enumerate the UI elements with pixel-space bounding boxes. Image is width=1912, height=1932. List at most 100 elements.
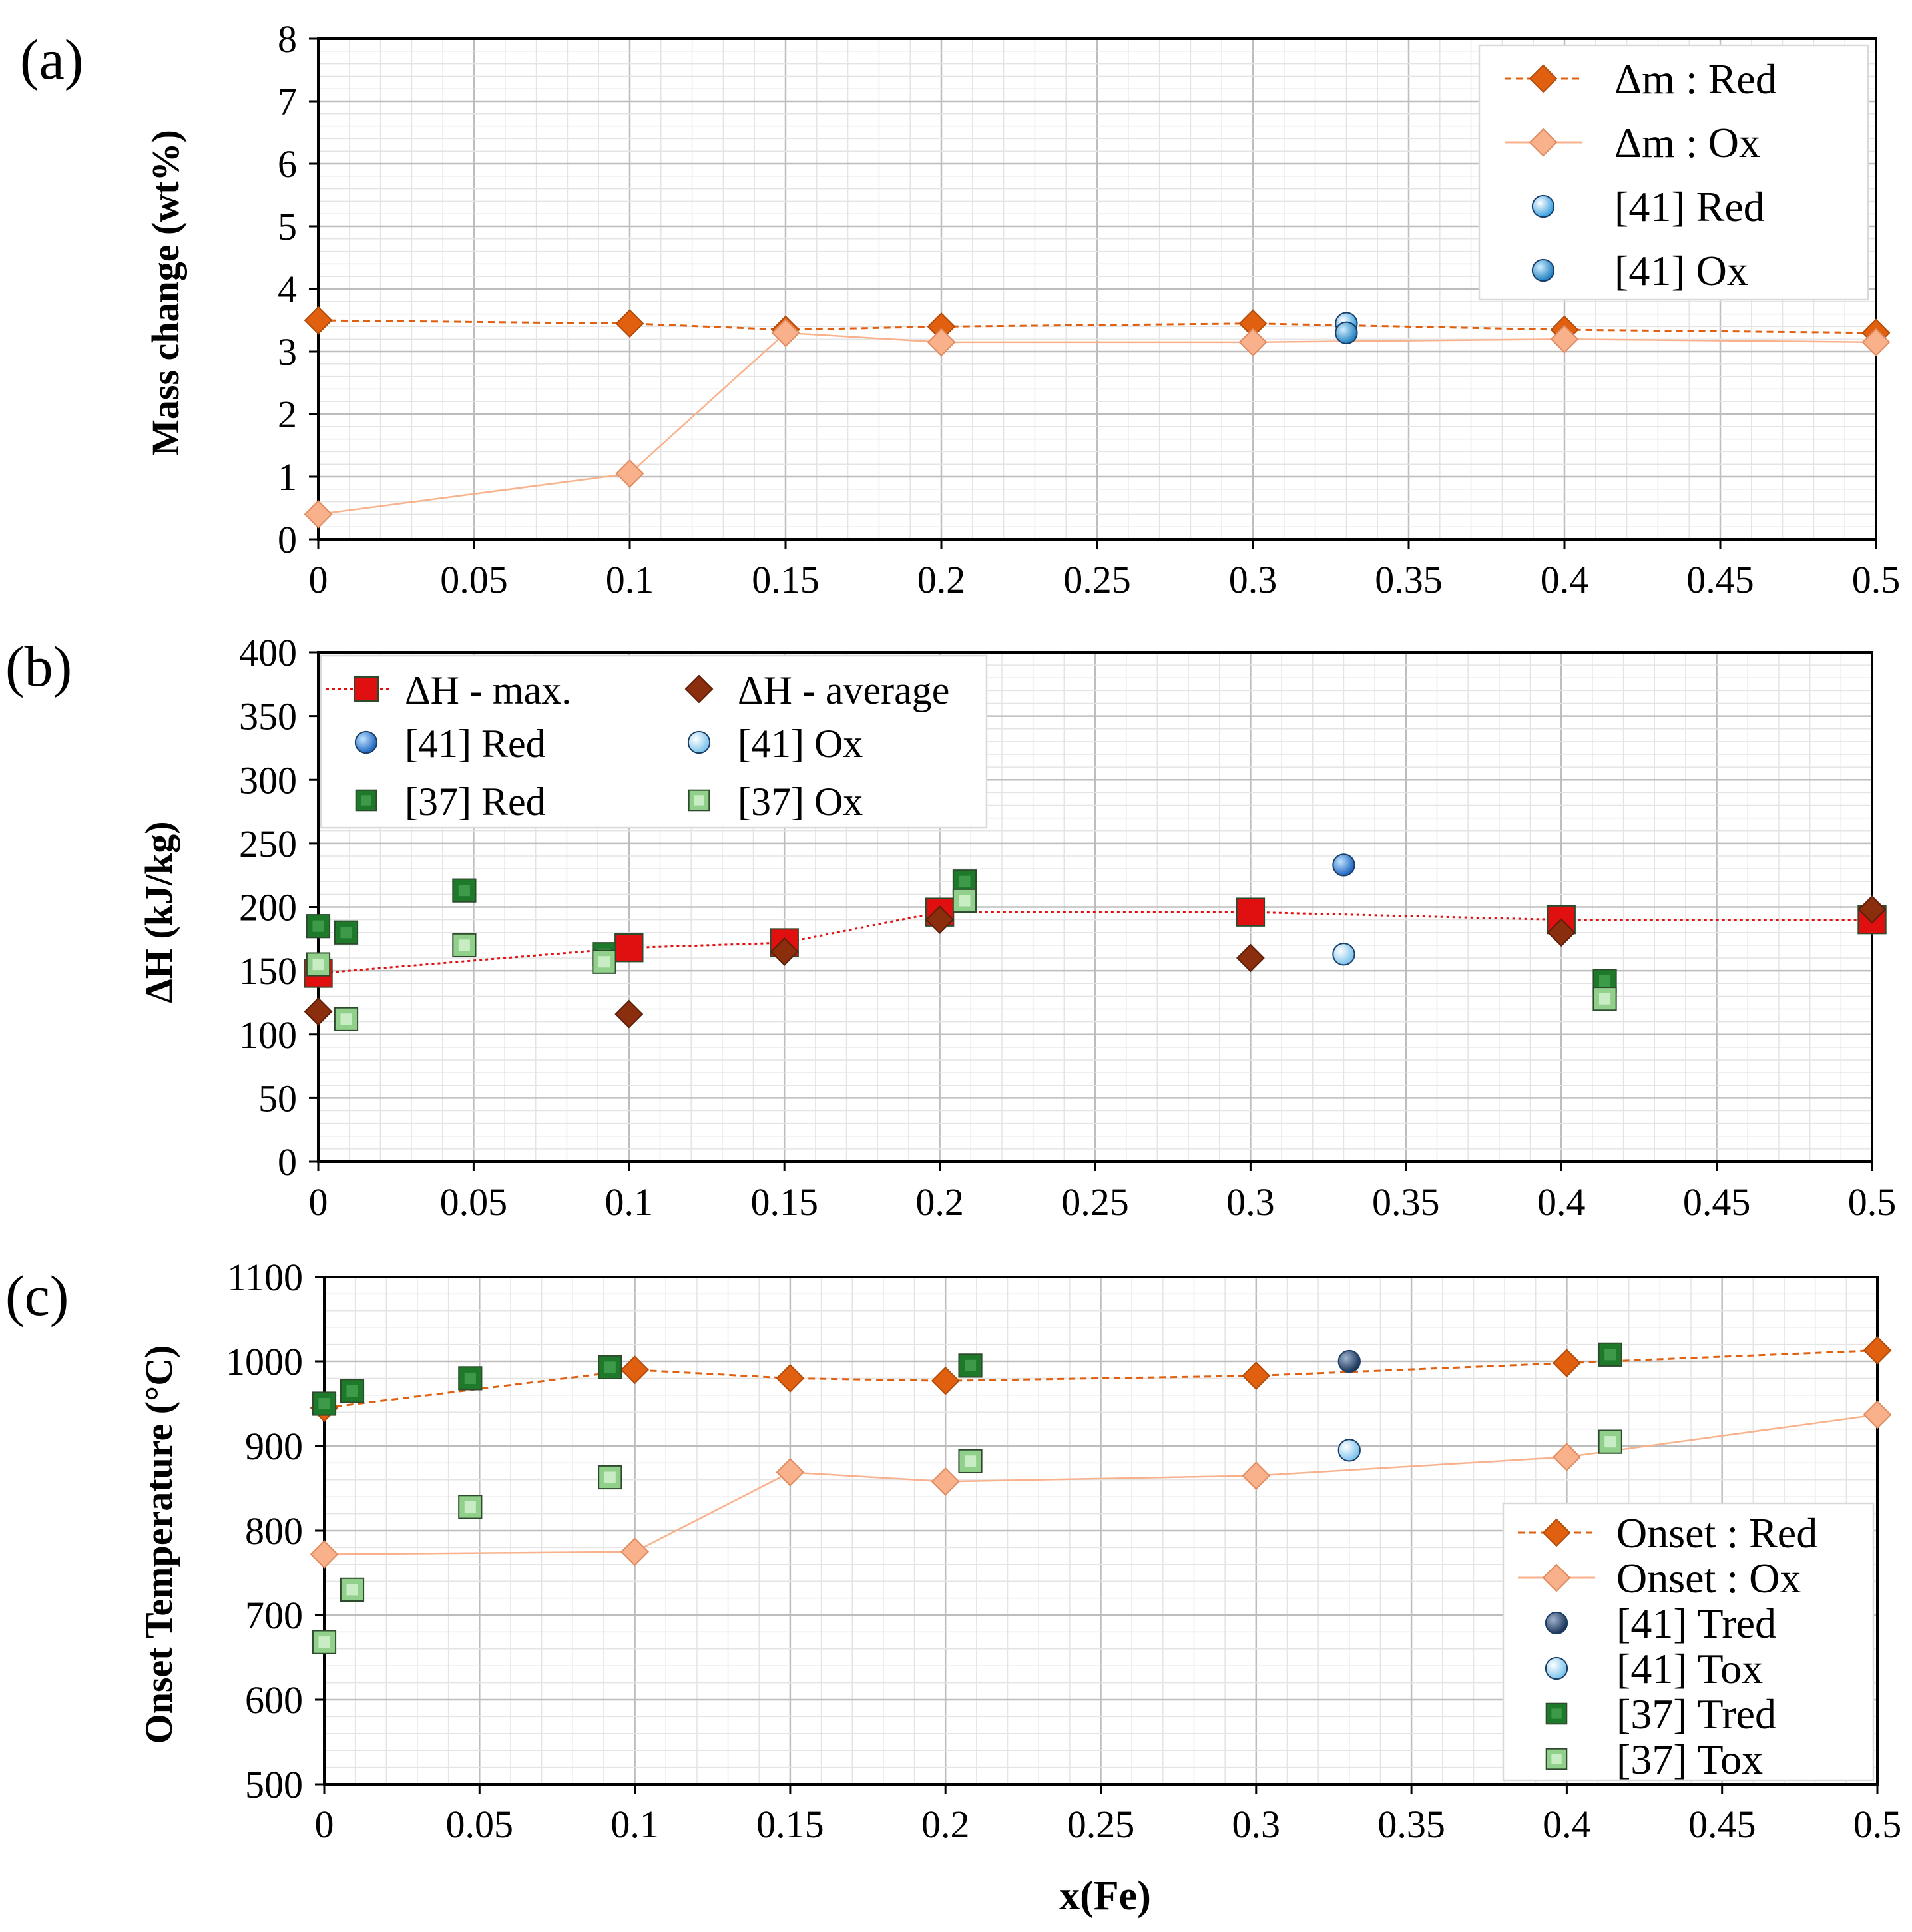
y-axis-label-a: Mass change (wt%) <box>144 130 187 456</box>
legend-marker-41-tred <box>1545 1611 1568 1635</box>
y-tick-label: 8 <box>278 17 297 61</box>
x-tick-label: 0.05 <box>446 1803 514 1846</box>
x-tick-label: 0.45 <box>1686 558 1754 601</box>
data-point-37-ox <box>306 952 331 977</box>
y-tick-label: 700 <box>245 1594 303 1637</box>
panel-a-mass-change: 0 0.05 0.1 0.15 0.2 0.25 0.3 0.35 0.4 0.45 0.5 0 1 2 3… <box>278 17 1900 601</box>
data-point-onset-ox <box>1242 1461 1271 1490</box>
data-point-deltam-ox <box>615 459 644 488</box>
legend-label-deltam-red: Δm : Red <box>1614 55 1777 103</box>
panel-b-enthalpy: 0 0.05 0.1 0.15 0.2 0.25 0.3 0.35 0.4 0.45 0.5 0 50 1… <box>239 631 1896 1224</box>
y-tick-label: 50 <box>258 1077 297 1120</box>
x-tick-label: 0.2 <box>921 1803 970 1846</box>
y-tick-label: 300 <box>239 758 297 802</box>
x-tick-label: 0.3 <box>1232 1803 1281 1846</box>
legend-a: Δm : Red Δm : Ox [41] Red [41] Ox <box>1478 44 1869 301</box>
data-point-deltah-average <box>770 937 799 966</box>
data-point-onset-red <box>1242 1361 1271 1391</box>
legend-label-deltah-max: ΔH - max. <box>405 668 571 712</box>
legend-marker-deltam-ox <box>1529 128 1558 157</box>
x-tick-label: 0.3 <box>1226 1180 1275 1224</box>
data-point-deltah-average <box>1236 943 1265 973</box>
data-point-deltam-red <box>304 306 333 335</box>
data-point-deltah-average <box>925 905 955 935</box>
legend-label-37-tox: [37] Tox <box>1616 1736 1763 1783</box>
panel-label-c: (c) <box>5 1264 69 1328</box>
panel-c-onset-temperature: 0 0.05 0.1 0.15 0.2 0.25 0.3 0.35 0.4 0.45 0.5 500 6… <box>226 1256 1901 1846</box>
data-point-37-tred <box>598 1355 622 1379</box>
legend-marker-41-ox <box>1531 258 1555 282</box>
y-axis-label-c: Onset Temperature (°C) <box>137 1345 180 1744</box>
y-tick-label: 0 <box>278 1140 297 1184</box>
x-tick-label: 0.5 <box>1848 1180 1897 1224</box>
data-point-37-tred <box>458 1366 483 1391</box>
legend-key-41-ox <box>1531 258 1555 282</box>
data-point-onset-red <box>776 1363 805 1393</box>
legend-label-41-tox: [41] Tox <box>1616 1645 1763 1692</box>
y-tick-label: 0 <box>278 518 297 561</box>
legend-key-37-ox <box>688 789 710 812</box>
legend-key-deltam-red <box>1505 64 1582 93</box>
legend-marker-41-red <box>1531 194 1555 218</box>
data-point-deltah-average <box>1547 918 1576 947</box>
data-point-onset-red <box>620 1355 650 1385</box>
panel-label-b: (b) <box>5 634 72 698</box>
legend-marker-onset-red <box>1542 1518 1571 1547</box>
x-tick-label: 0 <box>309 558 328 601</box>
legend-label-deltam-ox: Δm : Ox <box>1614 119 1760 166</box>
x-tick-label: 0.4 <box>1543 1803 1591 1846</box>
data-point-41-red <box>1332 853 1355 877</box>
data-point-deltah-max <box>614 933 644 963</box>
y-tick-label: 5 <box>278 205 297 248</box>
x-tick-label: 0.35 <box>1372 1180 1440 1224</box>
legend-key-41-red <box>354 730 378 754</box>
x-tick-label: 0.15 <box>750 1180 818 1224</box>
y-tick-label: 350 <box>239 695 297 738</box>
y-tick-label: 250 <box>239 822 297 865</box>
legend-key-37-red <box>355 789 377 812</box>
legend-label-41-red: [41] Red <box>405 722 546 766</box>
legend-label-41-ox: [41] Ox <box>738 722 863 766</box>
panel-label-a: (a) <box>20 27 83 91</box>
y-tick-label: 2 <box>278 393 297 436</box>
x-tick-label: 0.05 <box>440 1180 508 1224</box>
data-point-deltam-ox <box>1550 324 1579 354</box>
legend-key-onset-red <box>1518 1518 1595 1547</box>
data-point-onset-red <box>931 1366 960 1395</box>
data-point-41-ox <box>1332 943 1355 966</box>
x-tick-label: 0.1 <box>606 558 654 601</box>
x-tick-label: 0.45 <box>1683 1180 1751 1224</box>
legend-b: ΔH - max. ΔH - average [41] Red [41] Ox [37]… <box>320 654 988 829</box>
y-tick-label: 900 <box>245 1425 303 1468</box>
legend-label-41-red: [41] Red <box>1614 183 1765 230</box>
data-point-37-ox <box>592 949 616 974</box>
x-tick-label: 0.5 <box>1853 1803 1902 1846</box>
legend-marker-onset-ox <box>1542 1563 1571 1592</box>
y-tick-label: 1 <box>278 455 297 499</box>
x-axis-label: x(Fe) <box>1059 1873 1151 1919</box>
legend-key-41-red <box>1531 194 1555 218</box>
x-tick-label: 0.1 <box>605 1180 654 1224</box>
y-tick-label: 6 <box>278 142 297 186</box>
data-point-deltam-ox <box>1861 328 1891 357</box>
data-point-37-ox <box>952 888 977 913</box>
data-point-41-ox <box>1335 321 1358 344</box>
legend-key-37-tred <box>1545 1702 1568 1725</box>
legend-label-37-tred: [37] Tred <box>1616 1690 1776 1738</box>
data-point-onset-ox <box>931 1467 960 1496</box>
legend-key-onset-ox <box>1518 1563 1595 1592</box>
data-point-37-red <box>334 920 359 945</box>
data-point-37-tox <box>958 1449 983 1473</box>
y-tick-label: 4 <box>278 268 297 311</box>
data-point-onset-red <box>1552 1349 1581 1377</box>
x-tick-label: 0.2 <box>917 558 966 601</box>
data-point-41-tox <box>1337 1439 1361 1462</box>
x-tick-label: 0.05 <box>440 558 508 601</box>
x-tick-label: 0.3 <box>1229 558 1278 601</box>
legend-marker-41-tox <box>1545 1656 1568 1680</box>
legend-label-onset-ox: Onset : Ox <box>1616 1555 1801 1602</box>
x-tick-label: 0.35 <box>1375 558 1443 601</box>
data-point-onset-ox <box>310 1540 339 1569</box>
